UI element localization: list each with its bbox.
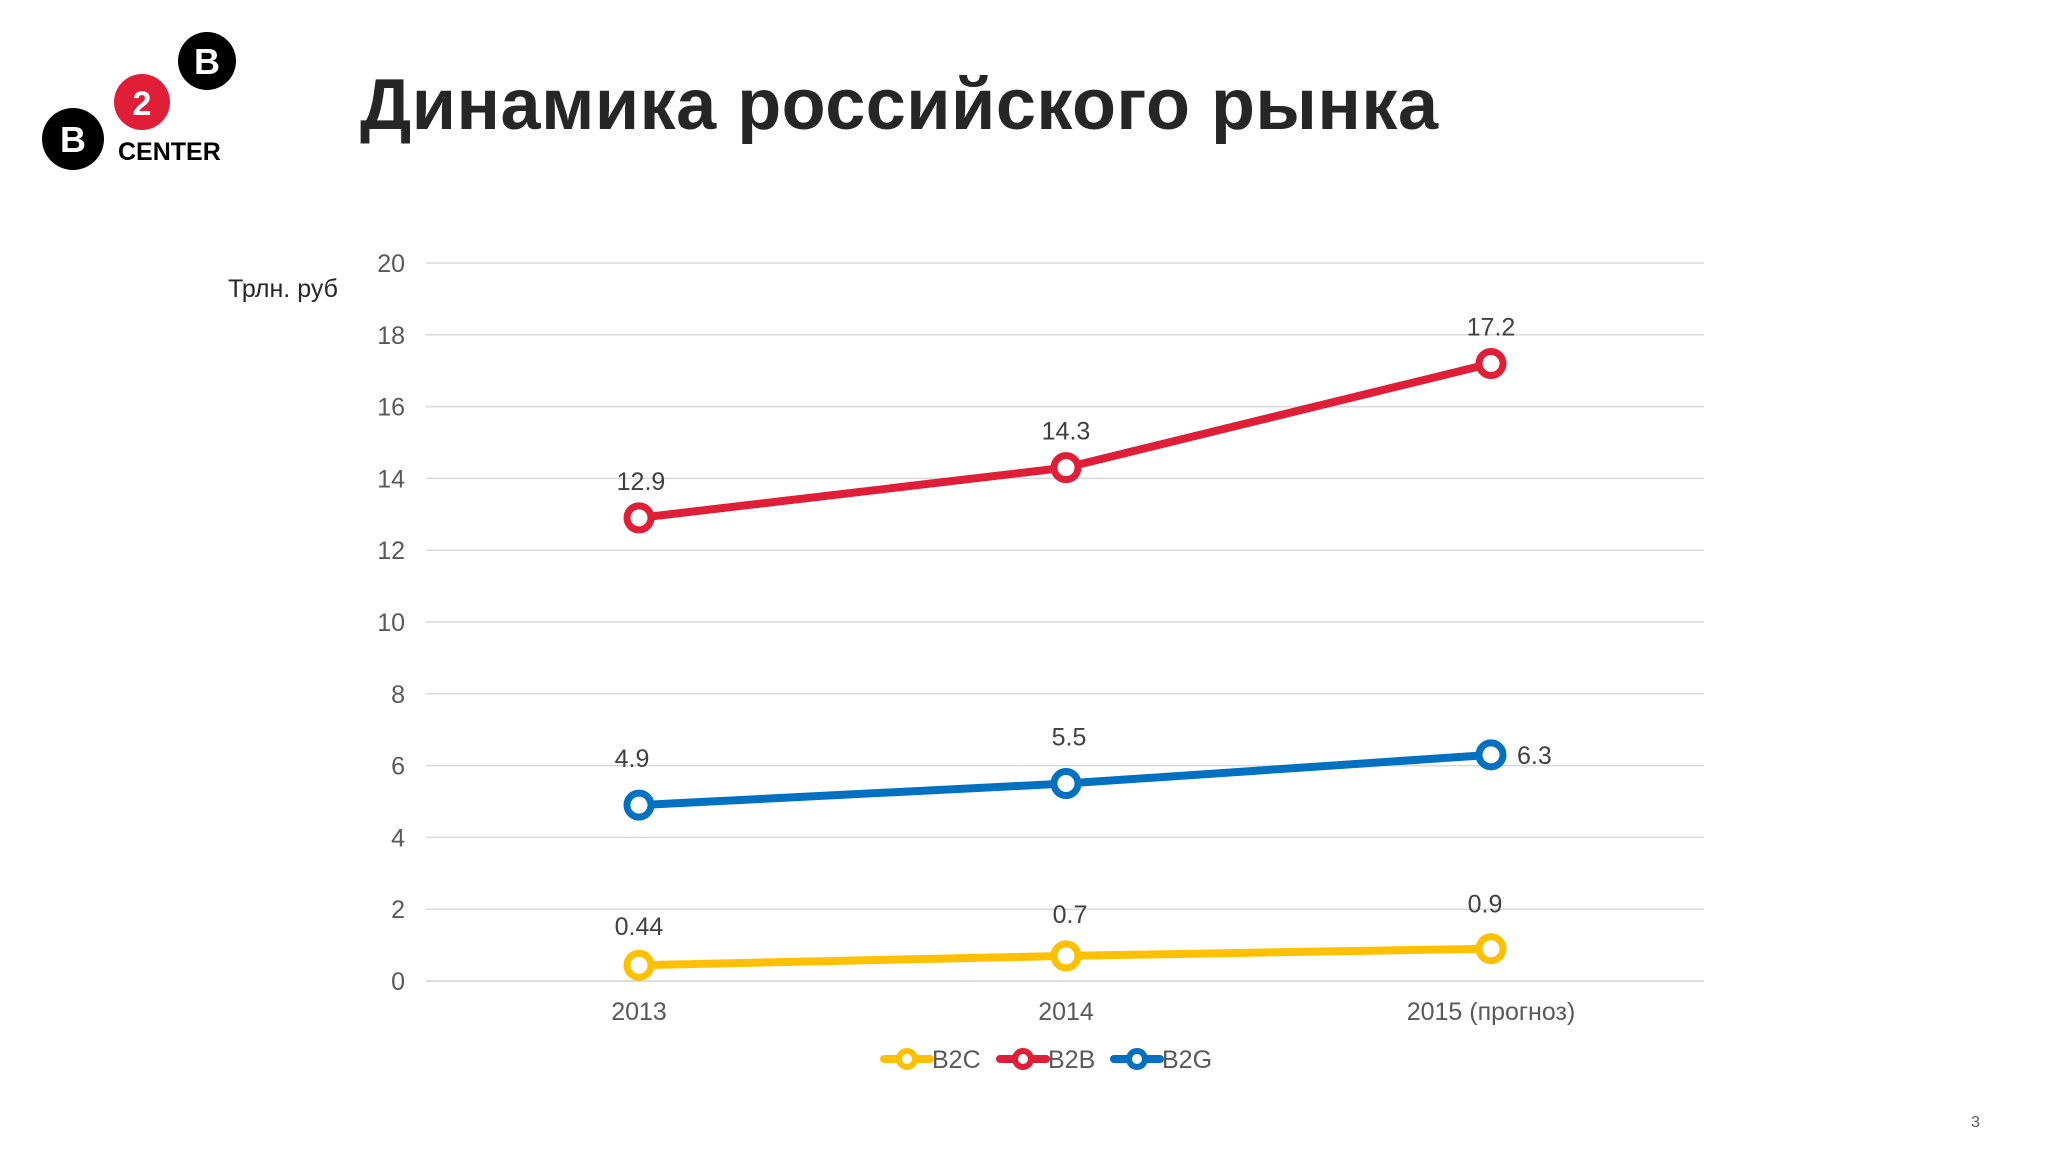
data-point [623, 502, 655, 534]
svg-text:2: 2 [133, 85, 152, 123]
legend-label: B2C [932, 1046, 981, 1074]
data-label: 0.44 [615, 913, 664, 941]
legend-marker [896, 1048, 918, 1070]
series-b2b: 12.9 14.3 17.2 [617, 314, 1516, 534]
legend-marker [1126, 1048, 1148, 1070]
data-point [1475, 739, 1507, 771]
data-label: 0.9 [1468, 891, 1503, 919]
data-label: 0.7 [1053, 901, 1088, 929]
y-tick-label: 16 [377, 394, 405, 422]
svg-text:B: B [60, 119, 86, 160]
legend-label: B2B [1048, 1046, 1095, 1074]
data-point [1475, 348, 1507, 380]
y-tick-label: 14 [377, 465, 405, 493]
y-tick-label: 2 [391, 896, 405, 924]
svg-text:B: B [194, 41, 220, 82]
data-point [1050, 768, 1082, 800]
data-point [623, 789, 655, 821]
data-label: 12.9 [617, 468, 666, 496]
data-point [623, 949, 655, 981]
data-label: 6.3 [1517, 742, 1552, 770]
legend: B2C B2B B2G [880, 1046, 1212, 1074]
b2b-center-logo: B 2 B CENTER [42, 32, 236, 170]
slide-title: Динамика российского рынка [360, 65, 1439, 145]
data-point [1475, 933, 1507, 965]
data-label: 14.3 [1042, 418, 1091, 446]
y-tick-label: 10 [377, 609, 405, 637]
legend-item-b2g: B2G [1110, 1046, 1212, 1074]
series-b2g: 4.9 5.5 6.3 [615, 724, 1552, 821]
series-b2c: 0.44 0.7 0.9 [615, 891, 1507, 981]
data-point [1050, 452, 1082, 484]
legend-marker [1012, 1048, 1034, 1070]
y-tick-label: 12 [377, 537, 405, 565]
data-point [1050, 940, 1082, 972]
y-axis-unit-label: Трлн. руб [228, 275, 338, 303]
data-label: 4.9 [615, 745, 650, 773]
legend-item-b2c: B2C [880, 1046, 981, 1074]
data-label: 5.5 [1052, 724, 1087, 752]
y-axis-ticks: 0 2 4 6 8 10 12 14 16 18 20 [377, 250, 405, 996]
series-group: 0.44 0.7 0.9 12.9 14.3 17.2 4.9 5.5 6.3 [615, 314, 1552, 981]
y-tick-label: 20 [377, 250, 405, 278]
y-tick-label: 4 [391, 824, 405, 852]
x-axis-ticks: 2013 2014 2015 (прогноз) [611, 998, 1575, 1026]
page-number: 3 [1971, 1114, 1980, 1131]
legend-item-b2b: B2B [996, 1046, 1095, 1074]
y-tick-label: 18 [377, 322, 405, 350]
svg-text:CENTER: CENTER [118, 138, 221, 166]
legend-label: B2G [1162, 1046, 1212, 1074]
x-tick-label: 2015 (прогноз) [1407, 998, 1576, 1026]
gridlines [426, 262, 1704, 982]
x-tick-label: 2014 [1038, 998, 1094, 1026]
y-tick-label: 8 [391, 681, 405, 709]
y-tick-label: 0 [391, 968, 405, 996]
data-label: 17.2 [1467, 314, 1516, 342]
x-tick-label: 2013 [611, 998, 667, 1026]
y-tick-label: 6 [391, 753, 405, 781]
